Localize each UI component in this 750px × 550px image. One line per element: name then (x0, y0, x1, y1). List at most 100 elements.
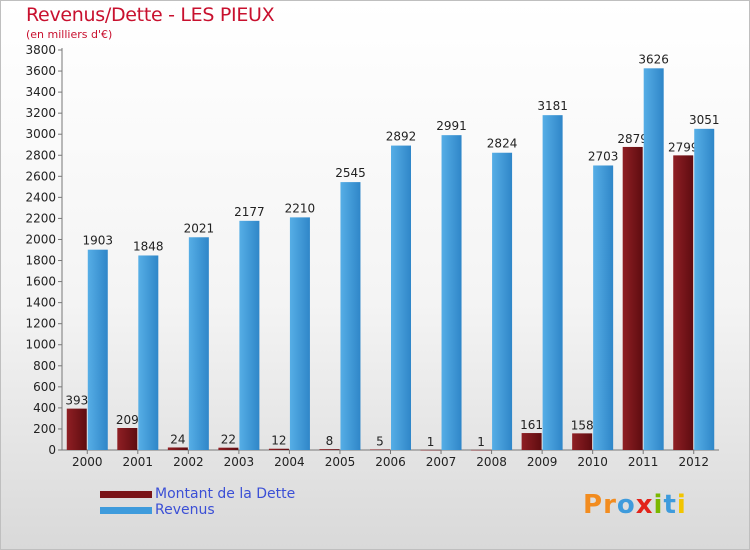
proxiti-logo: Proxiti (583, 490, 687, 520)
data-label-dette: 209 (116, 413, 139, 427)
bar-dette (319, 449, 340, 450)
bar-revenus (87, 249, 108, 450)
bar-dette (370, 449, 390, 450)
bar-revenus (694, 128, 715, 450)
y-tick-label: 3800 (25, 43, 56, 57)
y-tick-label: 400 (33, 401, 56, 415)
y-tick-label: 0 (48, 443, 56, 457)
data-label-dette: 8 (326, 434, 334, 448)
y-tick-label: 600 (33, 380, 56, 394)
x-tick-label: 2008 (476, 455, 507, 469)
legend-label-dette: Montant de la Dette (155, 486, 296, 502)
logo-letter: r (603, 490, 617, 520)
bar-revenus (441, 135, 462, 450)
data-label-dette: 5 (376, 434, 384, 448)
data-label-revenus: 2892 (386, 130, 417, 144)
y-tick-label: 2600 (25, 169, 56, 183)
bar-revenus (188, 237, 209, 450)
bar-dette (622, 146, 643, 450)
x-tick-label: 2011 (628, 455, 659, 469)
bar-revenus (593, 165, 614, 450)
bar-revenus (391, 145, 411, 450)
logo-letter: P (583, 490, 604, 520)
bar-revenus (542, 115, 563, 450)
bar-revenus (340, 182, 361, 450)
data-label-dette: 161 (520, 418, 543, 432)
y-tick-label: 1200 (25, 317, 56, 331)
y-tick-label: 3200 (25, 106, 56, 120)
x-tick-label: 2007 (426, 455, 457, 469)
x-tick-label: 2001 (123, 455, 154, 469)
x-tick-label: 2005 (325, 455, 356, 469)
y-tick-label: 1400 (25, 296, 56, 310)
data-label-revenus: 2210 (285, 201, 316, 215)
data-label-dette: 1 (427, 435, 435, 449)
data-label-dette: 2799 (668, 140, 699, 154)
bar-dette (218, 447, 239, 450)
bar-dette (521, 433, 542, 450)
bar-dette (471, 449, 492, 451)
x-tick-label: 2006 (375, 455, 406, 469)
x-tick-label: 2010 (577, 455, 608, 469)
data-label-dette: 2879 (617, 132, 648, 146)
bar-revenus (289, 217, 310, 450)
legend-item-dette: Montant de la Dette (100, 486, 295, 502)
bar-dette (66, 408, 87, 450)
legend-label-revenus: Revenus (155, 502, 215, 518)
data-label-revenus: 1903 (82, 234, 113, 248)
y-tick-label: 2800 (25, 148, 56, 162)
bar-dette (420, 449, 441, 451)
y-tick-label: 800 (33, 359, 56, 373)
data-label-revenus: 3051 (689, 113, 720, 127)
bar-dette (572, 433, 593, 450)
logo-letter: x (635, 490, 654, 520)
legend-swatch-dette (100, 490, 152, 498)
data-label-dette: 12 (271, 434, 286, 448)
data-label-revenus: 2545 (335, 166, 366, 180)
y-tick-label: 1600 (25, 275, 56, 289)
data-label-revenus: 2021 (184, 221, 215, 235)
y-tick-label: 3000 (25, 127, 56, 141)
y-tick-label: 200 (33, 422, 56, 436)
y-tick-label: 3400 (25, 85, 56, 99)
y-tick-label: 3600 (25, 64, 56, 78)
logo-letter: t (663, 490, 677, 520)
data-label-dette: 393 (65, 394, 88, 408)
logo-letter: i (653, 490, 664, 520)
data-label-revenus: 2177 (234, 205, 265, 219)
x-tick-label: 2012 (678, 455, 709, 469)
chart-legend: Montant de la Dette Revenus (100, 486, 295, 518)
data-label-dette: 24 (170, 432, 185, 446)
x-tick-label: 2009 (527, 455, 558, 469)
data-label-revenus: 3626 (638, 52, 669, 66)
data-label-revenus: 2824 (487, 137, 518, 151)
data-label-revenus: 3181 (537, 99, 568, 113)
legend-item-revenus: Revenus (100, 502, 295, 518)
y-tick-label: 2200 (25, 211, 56, 225)
bar-dette (673, 155, 694, 451)
data-label-revenus: 2991 (436, 119, 467, 133)
data-label-revenus: 1848 (133, 239, 164, 253)
data-label-dette: 1 (477, 435, 485, 449)
chart-subtitle: (en milliers d'€) (26, 28, 113, 41)
bar-revenus (138, 255, 159, 450)
chart-title: Revenus/Dette - LES PIEUX (26, 4, 275, 26)
data-label-dette: 158 (571, 418, 594, 432)
legend-swatch-revenus (100, 506, 152, 514)
bar-revenus (239, 220, 260, 450)
bar-dette (117, 428, 138, 450)
data-label-dette: 22 (221, 433, 236, 447)
bar-dette (268, 448, 289, 450)
y-tick-label: 2400 (25, 190, 56, 204)
x-tick-label: 2002 (173, 455, 204, 469)
x-tick-label: 2003 (224, 455, 255, 469)
y-tick-label: 1800 (25, 254, 56, 268)
logo-letter: o (616, 490, 636, 520)
x-tick-label: 2000 (72, 455, 103, 469)
bar-dette (167, 447, 188, 450)
y-tick-label: 2000 (25, 232, 56, 246)
x-tick-label: 2004 (274, 455, 305, 469)
bar-revenus (492, 152, 513, 450)
bar-revenus (643, 68, 664, 450)
